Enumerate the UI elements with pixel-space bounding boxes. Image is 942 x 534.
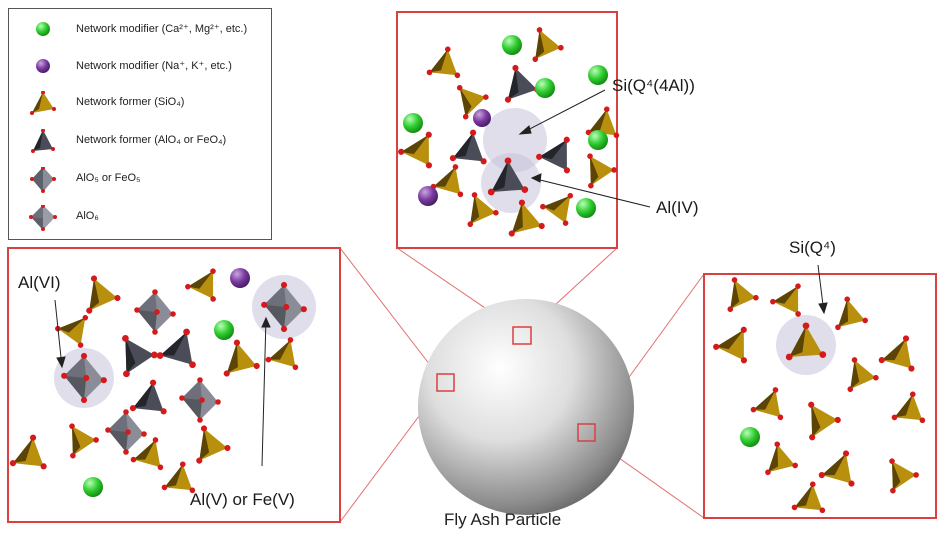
alo4-tetrahedron: [504, 64, 541, 103]
zoom-box-top: [512, 326, 532, 345]
label-al-vi: Al(VI): [18, 273, 61, 292]
alo4-tetrahedron: [122, 335, 158, 378]
sio4-tetrahedron: [456, 84, 489, 120]
sodium-ion: [418, 186, 438, 206]
sio4-tetrahedron: [398, 131, 433, 169]
top-panel-structure: [398, 27, 620, 237]
legend-label: Network modifier (Na⁺, K⁺, etc.): [76, 60, 232, 72]
calcium-ion: [502, 35, 522, 55]
sio4-tetrahedron: [818, 450, 855, 487]
sio4-tetrahedron: [889, 458, 919, 494]
alo5-bipyramid: [134, 289, 176, 335]
green-sphere-icon: [36, 22, 50, 36]
legend-item-aluminate: Network former (AlO₄ or FeO₄): [9, 129, 271, 155]
calcium-ion: [576, 198, 596, 218]
label-si-q4: Si(Q⁴): [789, 238, 836, 257]
particle-caption: Fly Ash Particle: [444, 510, 562, 529]
sio4-tetrahedron: [69, 423, 99, 459]
sio4-tetrahedron: [835, 296, 868, 331]
sio4-tetrahedron: [467, 192, 499, 227]
alo5-bipyramid: [105, 409, 147, 455]
fly-ash-particle: [418, 299, 634, 515]
gray-bipyramid-icon: [30, 167, 56, 193]
zoom-box-right: [577, 423, 596, 442]
sio4-tetrahedron: [130, 437, 164, 471]
sio4-tetrahedron: [161, 461, 196, 494]
dark-tetrahedron-icon: [31, 129, 55, 153]
legend-item-alo5: AlO₅ or FeO₅: [9, 167, 271, 193]
alo6-octahedron: [61, 352, 107, 404]
alo5-bipyramid: [179, 377, 221, 423]
legend-item-sodium: Network modifier (Na⁺, K⁺, etc.): [9, 54, 271, 80]
sodium-ion: [230, 268, 250, 288]
legend-item-calcium: Network modifier (Ca²⁺, Mg²⁺, etc.): [9, 17, 271, 43]
calcium-ion: [740, 427, 760, 447]
sio4-tetrahedron: [727, 277, 759, 312]
sio4-tetrahedron: [765, 441, 798, 476]
legend-label: AlO₅ or FeO₅: [76, 172, 141, 184]
legend: Network modifier (Ca²⁺, Mg²⁺, etc.) Netw…: [8, 8, 272, 240]
alo6-octahedron: [261, 281, 307, 333]
calcium-ion: [535, 78, 555, 98]
calcium-ion: [214, 320, 234, 340]
legend-label: Network former (SiO₄): [76, 96, 185, 108]
sio4-tetrahedron: [223, 339, 260, 377]
legend-label: Network former (AlO₄ or FeO₄): [76, 134, 227, 146]
sio4-tetrahedron: [86, 275, 121, 314]
legend-item-silicate: Network former (SiO₄): [9, 91, 271, 117]
calcium-ion: [403, 113, 423, 133]
sio4-tetrahedron: [540, 192, 574, 226]
calcium-ion: [83, 477, 103, 497]
left-panel-structure: [9, 268, 307, 497]
sio4-tetrahedron: [750, 387, 784, 421]
sio4-tetrahedron: [847, 357, 879, 392]
calcium-ion: [588, 130, 608, 150]
annotation-arrows: [54, 89, 828, 467]
alo4-tetrahedron: [129, 379, 167, 415]
sio4-tetrahedron: [713, 326, 748, 364]
legend-label: AlO₆: [76, 210, 99, 222]
sio4-tetrahedron: [532, 27, 564, 62]
alo4-tetrahedron: [536, 136, 571, 174]
sio4-tetrahedron: [508, 199, 545, 237]
label-si-q4-4al: Si(Q⁴(4Al)): [612, 76, 695, 95]
legend-label: Network modifier (Ca²⁺, Mg²⁺, etc.): [76, 23, 248, 35]
gold-tetrahedron-icon: [30, 91, 56, 115]
label-al-v-fe-v: Al(V) or Fe(V): [190, 490, 295, 509]
sio4-tetrahedron: [808, 401, 841, 441]
legend-item-alo6: AlO₆: [9, 205, 271, 231]
calcium-ion: [588, 65, 608, 85]
sio4-tetrahedron: [185, 268, 216, 302]
zoom-box-left: [436, 373, 455, 392]
sio4-tetrahedron: [770, 283, 801, 317]
alo4-tetrahedron: [156, 328, 196, 369]
sio4-tetrahedron: [196, 425, 231, 464]
right-panel-structure: [713, 277, 926, 514]
sodium-ion: [473, 109, 491, 127]
sio4-tetrahedron: [878, 335, 915, 372]
sio4-tetrahedron: [265, 337, 299, 371]
label-al-iv: Al(IV): [656, 198, 699, 217]
sio4-tetrahedron: [430, 164, 464, 198]
purple-sphere-icon: [36, 59, 50, 73]
sio4-tetrahedron: [587, 153, 617, 189]
gray-octahedron-icon: [29, 205, 57, 231]
sio4-tetrahedron: [9, 434, 47, 470]
